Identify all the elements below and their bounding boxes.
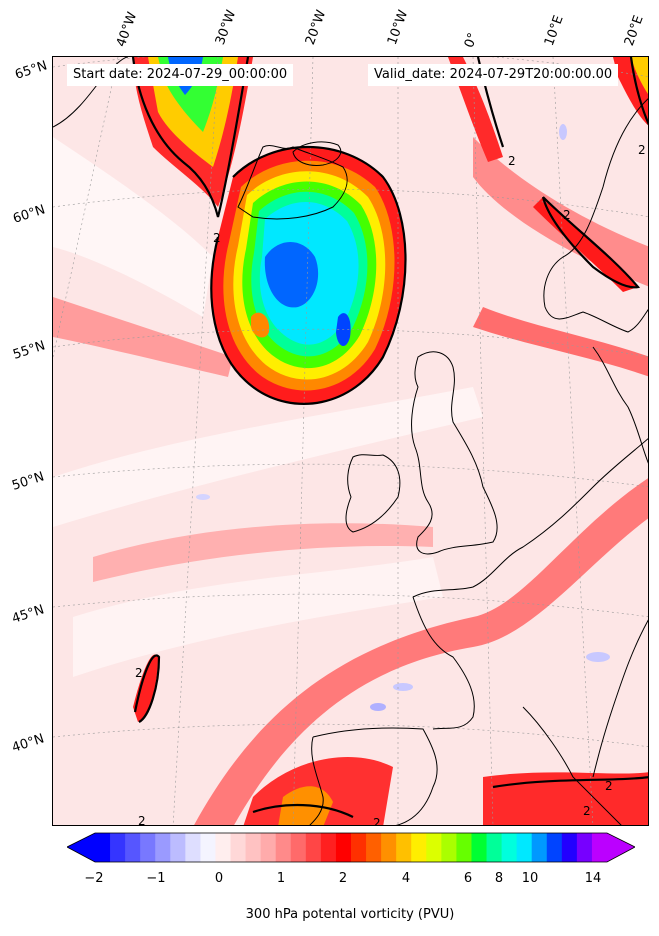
colorbar-cell: [260, 833, 277, 862]
jet-core: [533, 197, 638, 292]
pv-anomaly-core: [251, 312, 270, 338]
contour-label: 2: [638, 143, 646, 157]
colorbar-cell: [516, 833, 533, 862]
low-pv-region: [53, 387, 483, 527]
colorbar-cell: [95, 833, 111, 862]
lat-label-65n: 65°N: [13, 58, 50, 83]
colorbar-cell: [501, 833, 518, 862]
colorbar-cell: [396, 833, 412, 862]
contour-label: 2: [583, 804, 591, 818]
colorbar-cell: [591, 833, 608, 862]
colorbar-cell: [456, 833, 472, 862]
cutoff-low: [133, 654, 158, 722]
lon-label-10e: 10°E: [541, 13, 567, 49]
colorbar-cell: [290, 833, 307, 862]
lon-label-10w: 10°W: [384, 8, 412, 47]
map-panel: 2 2 2 2 2 2 2 2 2: [52, 56, 649, 826]
colorbar-tick: 2: [338, 871, 348, 886]
low-pv-spot: [393, 683, 413, 691]
low-pv-spot: [196, 494, 210, 500]
lat-label-60n: 60°N: [11, 202, 48, 227]
colorbar-max-extend: [607, 833, 635, 862]
colorbar-tick: 4: [401, 871, 411, 886]
colorbar-cell: [471, 833, 488, 862]
low-pv-spot: [559, 124, 567, 140]
colorbar-cell: [320, 833, 337, 862]
colorbar-cell: [561, 833, 578, 862]
colorbar-min-extend: [67, 833, 95, 862]
colorbar-tick: −2: [84, 871, 104, 886]
colorbar-cell: [335, 833, 352, 862]
colorbar-tick: 10: [521, 871, 539, 886]
colorbar-cell: [486, 833, 503, 862]
valid-date-label: Valid_date: 2024-07-29T20:00:00.00: [368, 64, 619, 86]
lat-label-45n: 45°N: [10, 602, 47, 627]
pv-field-map: 2 2 2 2 2 2 2 2 2: [53, 57, 648, 826]
colorbar-cell: [110, 833, 126, 862]
lon-label-20e: 20°E: [621, 13, 647, 49]
lat-label-40n: 40°N: [10, 731, 47, 756]
colorbar-cell: [275, 833, 292, 862]
low-pv-region: [53, 137, 213, 317]
colorbar-tick: 1: [276, 871, 286, 886]
colorbar-cell: [531, 833, 548, 862]
jet-streak: [473, 307, 648, 377]
colorbar-tick: 8: [494, 871, 504, 886]
colorbar-cell: [441, 833, 457, 862]
colorbar-cell: [230, 833, 247, 862]
colorbar-title: 300 hPa potental vorticity (PVU): [245, 907, 455, 922]
colorbar-cells: [95, 833, 608, 862]
coastlines: [53, 57, 648, 825]
contour-label: 2: [213, 231, 221, 245]
pv-anomaly-core: [264, 242, 319, 308]
colorbar-cell: [185, 833, 201, 862]
high-pv-region: [631, 57, 648, 95]
colorbar-cell: [426, 833, 442, 862]
colorbar-cell: [245, 833, 262, 862]
colorbar-cell: [155, 833, 171, 862]
colorbar-tick: 6: [463, 871, 473, 886]
contour-label: 2: [135, 666, 143, 680]
colorbar-tick: −1: [146, 871, 166, 886]
low-pv-spot: [586, 652, 610, 662]
colorbar-tick: 14: [584, 871, 602, 886]
lat-label-50n: 50°N: [10, 469, 47, 494]
colorbar-cell: [576, 833, 593, 862]
contour-label: 2: [605, 779, 613, 793]
lon-label-30w: 30°W: [212, 8, 240, 47]
contour-label: 2: [138, 814, 146, 826]
colorbar-cell: [215, 833, 232, 862]
high-pv-region: [483, 772, 648, 825]
lat-label-55n: 55°N: [11, 338, 48, 363]
colorbar-cell: [170, 833, 186, 862]
lon-label-20w: 20°W: [302, 8, 330, 47]
lon-label-0: 0°: [461, 30, 482, 50]
colorbar: [67, 832, 635, 863]
contour-label: 2: [563, 208, 571, 222]
colorbar-cell: [546, 833, 563, 862]
colorbar-cell: [200, 833, 216, 862]
lon-label-40w: 40°W: [113, 10, 141, 49]
colorbar-cell: [366, 833, 382, 862]
low-pv-spot: [370, 703, 386, 711]
colorbar-cell: [305, 833, 322, 862]
contour-label: 2: [373, 816, 381, 826]
colorbar-cell: [140, 833, 156, 862]
jet-streak: [93, 523, 433, 582]
low-pv-region: [73, 557, 443, 677]
jet-streak: [473, 137, 648, 287]
colorbar-cell: [411, 833, 427, 862]
colorbar-cell: [381, 833, 397, 862]
colorbar-tick: 0: [214, 871, 224, 886]
start-date-label: Start date: 2024-07-29_00:00:00: [67, 64, 294, 86]
colorbar-cell: [351, 833, 367, 862]
colorbar-cell: [125, 833, 141, 862]
contour-label: 2: [508, 154, 516, 168]
jet-streak: [194, 478, 648, 825]
